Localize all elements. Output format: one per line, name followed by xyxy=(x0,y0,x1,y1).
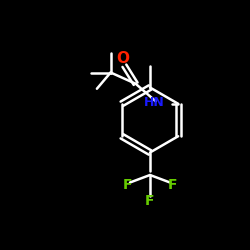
Text: F: F xyxy=(145,194,155,208)
Text: F: F xyxy=(168,178,177,192)
Text: HN: HN xyxy=(144,96,165,109)
Text: F: F xyxy=(123,178,132,192)
Text: O: O xyxy=(117,51,130,66)
